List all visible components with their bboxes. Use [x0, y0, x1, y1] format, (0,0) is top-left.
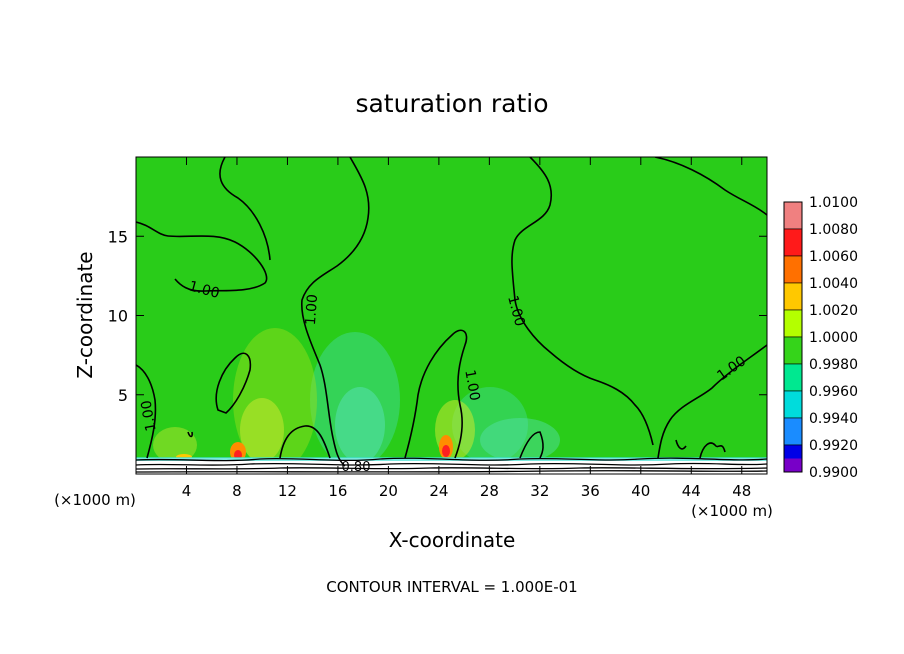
colorbar-band-4 [783, 309, 803, 338]
plume-high-2 [240, 398, 284, 462]
hot-spot-2-core [442, 445, 450, 457]
colorbar-band-0 [783, 201, 803, 230]
x-tick-label-9: 40 [631, 482, 650, 500]
colorbar: 1.0100 1.0080 1.0060 1.0040 1.0020 1.0000 0.99… [783, 195, 858, 481]
contour-label-1: 1.00 [187, 278, 221, 302]
y-tick-label-0: 5 [118, 386, 128, 405]
colorbar-band-6 [783, 363, 803, 392]
chart-title: saturation ratio [355, 89, 548, 118]
surface-contour-4 [136, 470, 767, 473]
plume-low-2 [335, 387, 385, 463]
colorbar-level-0: 1.0100 [809, 195, 858, 211]
y-axis-label: Z-coordinate [73, 251, 97, 378]
y-tick-label-2: 15 [108, 227, 128, 246]
colorbar-band-2 [783, 255, 803, 284]
contour-14 [187, 431, 193, 438]
x-tick-label-10: 44 [682, 482, 701, 500]
contour-10 [279, 425, 331, 459]
x-tick-label-7: 32 [530, 482, 549, 500]
x-unit-left: (×1000 m) [54, 491, 136, 509]
x-axis: 4 8 12 16 20 24 28 32 36 40 44 48 (×1000 m) (×1000 … [54, 157, 773, 552]
x-tick-label-2: 12 [278, 482, 297, 500]
contour-7 [404, 329, 468, 459]
contour-3 [301, 157, 370, 467]
x-tick-label-4: 20 [379, 482, 398, 500]
contour-label-2: 1.00 [303, 294, 321, 326]
colorbar-frame [783, 201, 803, 473]
colorbar-level-6: 0.9980 [809, 357, 858, 373]
contour-label-7: 0.80 [342, 460, 371, 475]
x-tick-label-5: 24 [429, 482, 448, 500]
y-axis: 5 10 15 Z-coordinate [73, 227, 767, 405]
contour-label-6: 1.00 [138, 399, 159, 432]
contour-label-5: 1.00 [461, 369, 482, 402]
x-tick-label-0: 4 [182, 482, 192, 500]
colorbar-level-5: 1.0000 [809, 330, 858, 346]
x-tick-label-6: 28 [480, 482, 499, 500]
plume-high-4 [153, 427, 197, 463]
colorbar-band-3 [783, 282, 803, 311]
x-ticks: 4 8 12 16 20 24 28 32 36 40 44 48 [182, 157, 751, 500]
contour-1 [136, 221, 268, 292]
colorbar-band-8 [783, 417, 803, 446]
y-tick-label-1: 10 [108, 307, 128, 326]
surface-contour-3 [136, 467, 767, 470]
surface-layer [136, 458, 767, 474]
colorbar-level-8: 0.9940 [809, 411, 858, 427]
colorbar-band-10 [784, 458, 802, 472]
colorbar-level-10: 0.9900 [809, 465, 858, 481]
colorbar-level-2: 1.0060 [809, 249, 858, 265]
x-axis-label: X-coordinate [389, 528, 516, 552]
x-unit-right: (×1000 m) [691, 502, 773, 520]
surface-contour-2 [136, 462, 767, 466]
contour-interval-note: CONTOUR INTERVAL = 1.000E-01 [326, 578, 577, 596]
plume-low-4 [480, 418, 560, 462]
surface-contour-1 [136, 457, 767, 462]
contour-12 [699, 442, 726, 459]
contour-lines [136, 157, 767, 467]
colorbar-band-7 [783, 390, 803, 419]
contour-4 [511, 157, 654, 446]
x-tick-label-11: 48 [732, 482, 751, 500]
contour-11 [519, 431, 544, 459]
contour-label-3: 1.00 [504, 294, 528, 328]
contour-2 [219, 157, 271, 261]
y-ticks: 5 10 15 [108, 227, 767, 405]
colorbar-level-3: 1.0040 [809, 276, 858, 292]
colorbar-level-7: 0.9960 [809, 384, 858, 400]
colorbar-level-1: 1.0080 [809, 222, 858, 238]
contour-6 [215, 352, 252, 414]
contour-5 [654, 157, 767, 216]
contour-9 [657, 344, 767, 459]
colorbar-level-9: 0.9920 [809, 438, 858, 454]
contour-13 [675, 439, 687, 450]
contour-8 [136, 364, 157, 459]
colorbar-level-4: 1.0020 [809, 303, 858, 319]
x-tick-label-3: 16 [328, 482, 347, 500]
surface-contours [136, 457, 767, 473]
x-tick-label-8: 36 [581, 482, 600, 500]
x-tick-label-1: 8 [232, 482, 242, 500]
colorbar-band-5 [783, 336, 803, 365]
colorbar-band-1 [783, 228, 803, 257]
plot-area: 1.00 1.00 1.00 1.00 1.00 1.00 0.80 [136, 157, 767, 475]
